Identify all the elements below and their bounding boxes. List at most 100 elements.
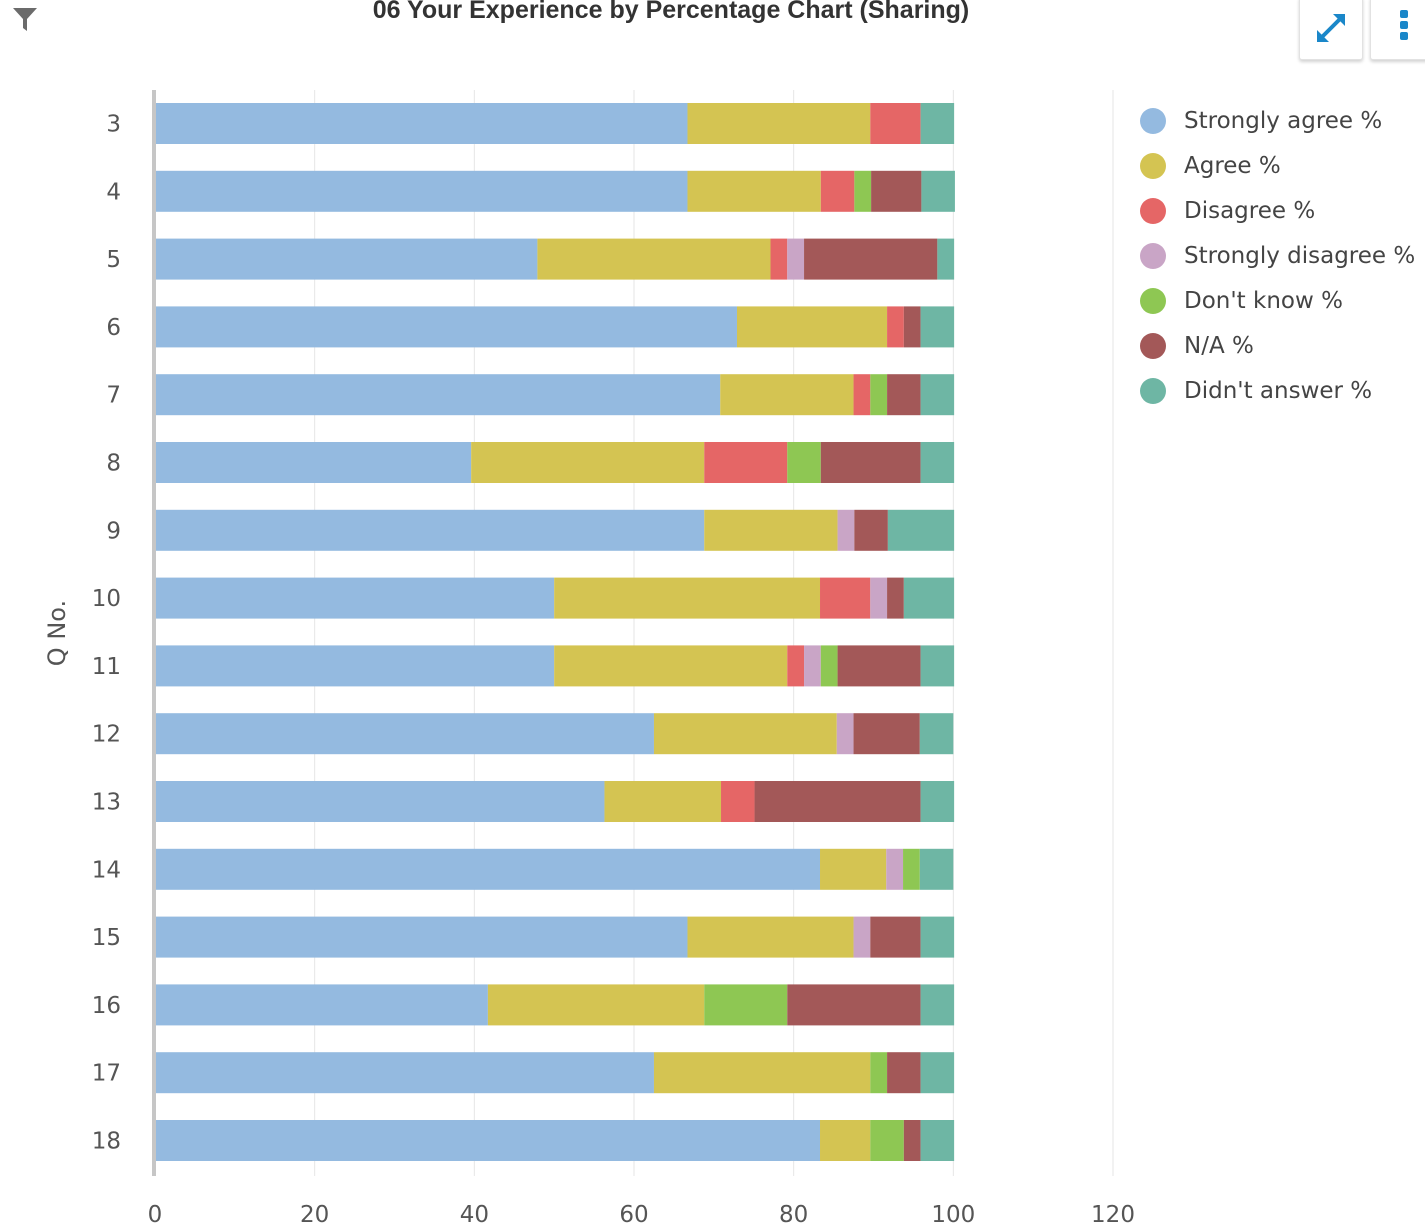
bar-segment[interactable]: [887, 509, 955, 551]
y-tick-label: 18: [92, 1129, 121, 1155]
bar-segment[interactable]: [870, 374, 888, 416]
bar-segment[interactable]: [920, 1120, 955, 1161]
bar-segment[interactable]: [155, 170, 688, 212]
bar-segment[interactable]: [155, 916, 688, 958]
legend-marker: [1140, 152, 1166, 179]
bar-segment[interactable]: [920, 442, 955, 483]
more-options-button[interactable]: [1370, 0, 1425, 60]
bar-segment[interactable]: [903, 577, 955, 619]
bar-segment[interactable]: [787, 645, 805, 687]
bar-segment[interactable]: [704, 442, 788, 483]
bar-segment[interactable]: [903, 848, 920, 890]
bar-segment[interactable]: [853, 374, 871, 416]
expand-button[interactable]: [1299, 0, 1363, 60]
bar-segment[interactable]: [687, 103, 871, 144]
bar-segment[interactable]: [155, 509, 705, 551]
bar-segment[interactable]: [687, 916, 854, 958]
bar-segment[interactable]: [155, 984, 488, 1026]
bar-segment[interactable]: [870, 103, 921, 144]
bar-segment[interactable]: [804, 238, 938, 280]
bar-segment[interactable]: [704, 984, 788, 1026]
legend-item[interactable]: Agree %: [1140, 143, 1415, 188]
bar-segment[interactable]: [820, 577, 871, 619]
bar-segment[interactable]: [804, 645, 821, 687]
bar-segment[interactable]: [721, 781, 755, 822]
bar-segment[interactable]: [787, 238, 805, 280]
bar-segment[interactable]: [820, 442, 921, 483]
bar-segment[interactable]: [155, 1052, 654, 1094]
bar-segment[interactable]: [537, 238, 771, 280]
bar-segment[interactable]: [870, 1052, 888, 1094]
bar-segment[interactable]: [604, 781, 722, 822]
bar-segment[interactable]: [920, 374, 955, 416]
bar-segment[interactable]: [919, 713, 954, 755]
bar-segment[interactable]: [155, 238, 538, 280]
bar-segment[interactable]: [820, 645, 838, 687]
legend-item[interactable]: Strongly agree %: [1140, 98, 1415, 143]
bar-segment[interactable]: [770, 238, 788, 280]
filter-icon[interactable]: [10, 4, 40, 34]
bar-segment[interactable]: [653, 1052, 871, 1094]
bar-segment[interactable]: [787, 984, 921, 1026]
bar-segment[interactable]: [920, 306, 955, 348]
legend-marker: [1140, 107, 1166, 134]
bar-segment[interactable]: [554, 645, 788, 687]
bar-segment[interactable]: [903, 306, 921, 348]
bar-segment[interactable]: [155, 1120, 821, 1161]
legend-item[interactable]: N/A %: [1140, 323, 1415, 368]
bar-segment[interactable]: [919, 848, 954, 890]
bar-segment[interactable]: [937, 238, 955, 280]
bar-segment[interactable]: [754, 781, 921, 822]
bar-segment[interactable]: [903, 1120, 921, 1161]
bar-segment[interactable]: [920, 916, 955, 958]
y-tick-label: 5: [106, 247, 121, 273]
bar-segment[interactable]: [736, 306, 888, 348]
bar-segment[interactable]: [887, 577, 904, 619]
legend-item[interactable]: Didn't answer %: [1140, 368, 1415, 413]
bar-segment[interactable]: [920, 103, 955, 144]
bar-segment[interactable]: [820, 848, 887, 890]
bar-segment[interactable]: [653, 713, 837, 755]
bar-segment[interactable]: [887, 306, 904, 348]
bar-segment[interactable]: [837, 509, 855, 551]
bar-segment[interactable]: [854, 509, 888, 551]
bar-segment[interactable]: [836, 713, 854, 755]
bar-segment[interactable]: [854, 170, 872, 212]
bar-segment[interactable]: [837, 645, 921, 687]
bar-segment[interactable]: [920, 984, 955, 1026]
bar-segment[interactable]: [853, 713, 920, 755]
bar-segment[interactable]: [155, 306, 737, 348]
bar-segment[interactable]: [920, 1052, 955, 1094]
bar-segment[interactable]: [155, 713, 654, 755]
bar-segment[interactable]: [155, 577, 555, 619]
legend-item[interactable]: Disagree %: [1140, 188, 1415, 233]
bar-segment[interactable]: [554, 577, 821, 619]
bar-segment[interactable]: [704, 509, 838, 551]
bar-segment[interactable]: [720, 374, 854, 416]
bar-segment[interactable]: [820, 170, 855, 212]
bar-segment[interactable]: [920, 645, 955, 687]
bar-segment[interactable]: [155, 442, 472, 483]
bar-segment[interactable]: [886, 848, 904, 890]
bar-segment[interactable]: [155, 848, 821, 890]
bar-segment[interactable]: [471, 442, 705, 483]
bar-segment[interactable]: [155, 374, 721, 416]
bar-segment[interactable]: [920, 781, 955, 822]
bar-segment[interactable]: [155, 645, 555, 687]
bar-segment[interactable]: [787, 442, 821, 483]
bar-segment[interactable]: [870, 1120, 904, 1161]
bar-segment[interactable]: [820, 1120, 871, 1161]
legend-item[interactable]: Strongly disagree %: [1140, 233, 1415, 278]
legend-item[interactable]: Don't know %: [1140, 278, 1415, 323]
bar-segment[interactable]: [870, 916, 921, 958]
bar-segment[interactable]: [155, 103, 688, 144]
bar-segment[interactable]: [155, 781, 605, 822]
bar-segment[interactable]: [871, 170, 922, 212]
bar-segment[interactable]: [687, 170, 821, 212]
bar-segment[interactable]: [921, 170, 955, 212]
bar-segment[interactable]: [853, 916, 871, 958]
bar-segment[interactable]: [487, 984, 705, 1026]
bar-segment[interactable]: [887, 374, 921, 416]
bar-segment[interactable]: [887, 1052, 921, 1094]
bar-segment[interactable]: [870, 577, 888, 619]
